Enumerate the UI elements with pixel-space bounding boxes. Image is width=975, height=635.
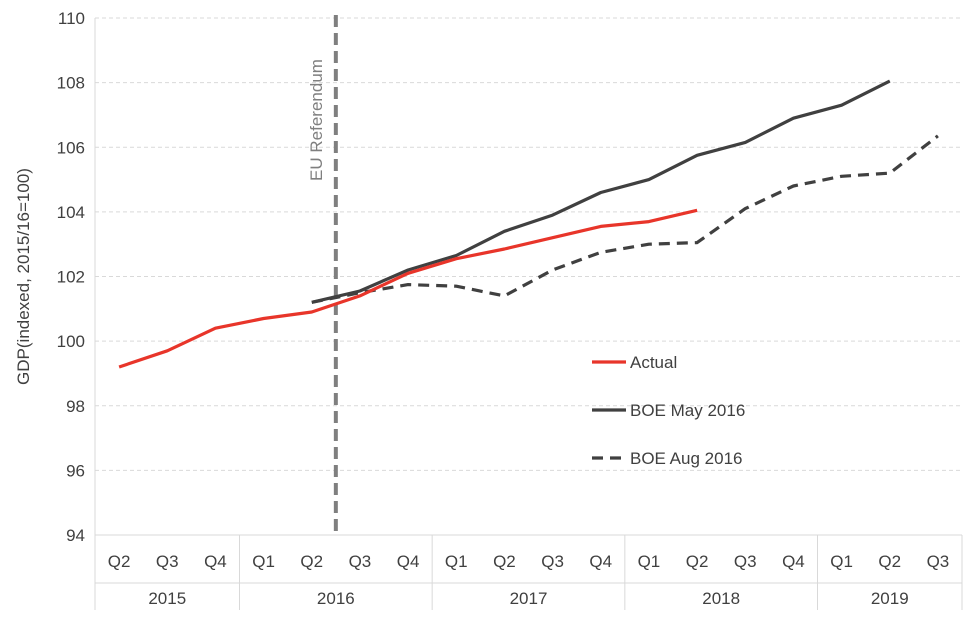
year-label: 2019 bbox=[871, 589, 909, 608]
year-label: 2017 bbox=[510, 589, 548, 608]
y-tick-label: 100 bbox=[57, 332, 85, 351]
y-tick-label: 106 bbox=[57, 138, 85, 157]
gridlines bbox=[95, 17, 962, 471]
x-tick-label: Q3 bbox=[349, 552, 372, 571]
axes: 94 96 98 100 102 104 106 108 110 Q2 Q3 Q4 Q1 Q2 Q3 Q4 Q1… bbox=[57, 9, 963, 610]
x-tick-label: Q1 bbox=[830, 552, 853, 571]
x-tick-label: Q3 bbox=[541, 552, 564, 571]
x-tick-label: Q3 bbox=[927, 552, 950, 571]
y-tick-label: 94 bbox=[66, 526, 85, 545]
y-tick-label: 96 bbox=[66, 461, 85, 480]
year-label: 2016 bbox=[317, 589, 355, 608]
y-axis-title: GDP(indexed, 2015/16=100) bbox=[14, 168, 33, 385]
x-tick-label: Q2 bbox=[108, 552, 131, 571]
y-tick-label: 98 bbox=[66, 397, 85, 416]
series-line-boe-may-2016 bbox=[311, 79, 891, 304]
x-tick-label: Q1 bbox=[445, 552, 468, 571]
series-line-boe-aug-2016 bbox=[311, 134, 939, 304]
legend-label: BOE May 2016 bbox=[630, 401, 745, 420]
y-tick-label: 108 bbox=[57, 74, 85, 93]
x-tick-label: Q2 bbox=[686, 552, 709, 571]
y-tick-label: 104 bbox=[57, 203, 85, 222]
legend: Actual BOE May 2016 BOE Aug 2016 bbox=[592, 353, 745, 468]
y-tick-label: 110 bbox=[58, 9, 85, 28]
x-tick-label: Q4 bbox=[397, 552, 420, 571]
legend-label: Actual bbox=[630, 353, 677, 372]
x-tick-label: Q2 bbox=[493, 552, 516, 571]
series-line-actual bbox=[118, 208, 698, 369]
x-tick-label: Q2 bbox=[878, 552, 901, 571]
x-tick-label: Q3 bbox=[734, 552, 757, 571]
x-tick-label: Q1 bbox=[252, 552, 275, 571]
annotation: EU Referendum bbox=[307, 15, 338, 535]
x-tick-label: Q4 bbox=[204, 552, 227, 571]
legend-label: BOE Aug 2016 bbox=[630, 449, 742, 468]
year-label: 2018 bbox=[702, 589, 740, 608]
y-tick-label: 102 bbox=[57, 268, 85, 287]
x-tick-label: Q4 bbox=[589, 552, 612, 571]
x-tick-label: Q3 bbox=[156, 552, 179, 571]
series-lines bbox=[118, 79, 939, 369]
year-label: 2015 bbox=[148, 589, 186, 608]
eu-referendum-label: EU Referendum bbox=[307, 59, 326, 181]
x-tick-label: Q2 bbox=[300, 552, 323, 571]
x-tick-label: Q1 bbox=[638, 552, 661, 571]
x-tick-label: Q4 bbox=[782, 552, 805, 571]
